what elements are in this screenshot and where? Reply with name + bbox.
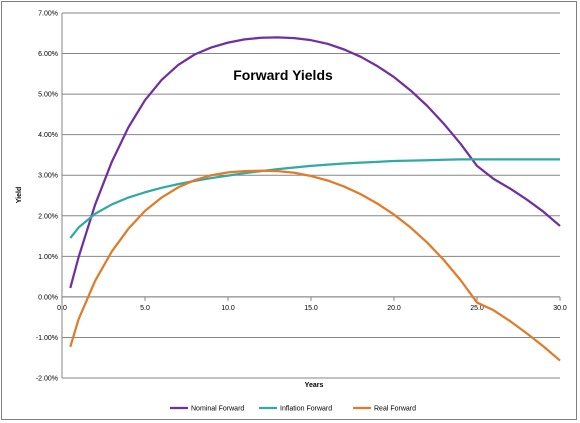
x-axis-title: Years [305, 382, 324, 389]
legend: Nominal Forward Inflation Forward Real For… [170, 406, 416, 413]
x-tick-label: 5.0 [140, 305, 150, 312]
y-tick-label: 3.00% [38, 173, 58, 180]
y-tick-label: 6.00% [38, 51, 58, 58]
y-axis-title: Yield [16, 187, 23, 203]
x-tick-label: 30.0 [553, 305, 567, 312]
gridlines [62, 12, 560, 379]
y-tick-label: -1.00% [36, 335, 58, 342]
x-tick-label: 0.0 [57, 305, 67, 312]
series-line-1 [69, 36, 561, 289]
x-tick-label: 15.0 [304, 305, 318, 312]
x-tick-labels: 0.0 5.0 10.0 15.0 20.0 25.0 30.0 [57, 305, 567, 312]
y-tick-labels: -2.00% -1.00% 0.00% 1.00% 2.00% 3.00% 4.00% 5.0… [36, 11, 58, 383]
y-tick-label: 2.00% [38, 213, 58, 220]
series-line-2 [69, 158, 560, 239]
legend-label: Real Forward [374, 406, 416, 413]
x-tick-label: 10.0 [221, 305, 235, 312]
series-line-3 [69, 169, 561, 362]
y-tick-label: 1.00% [38, 254, 58, 261]
x-tick-label: 25.0 [470, 305, 484, 312]
legend-label: Nominal Forward [191, 406, 244, 413]
legend-label: Inflation Forward [280, 406, 332, 413]
chart-title: Forward Yields [233, 67, 333, 83]
y-tick-label: 4.00% [38, 132, 58, 139]
x-tick-label: 20.0 [387, 305, 401, 312]
y-tick-label: -2.00% [36, 376, 58, 383]
y-tick-label: 7.00% [38, 11, 58, 18]
series-lines [69, 36, 561, 362]
y-tick-label: 5.00% [38, 92, 58, 99]
axes [61, 13, 561, 378]
y-tick-label: 0.00% [38, 294, 58, 301]
